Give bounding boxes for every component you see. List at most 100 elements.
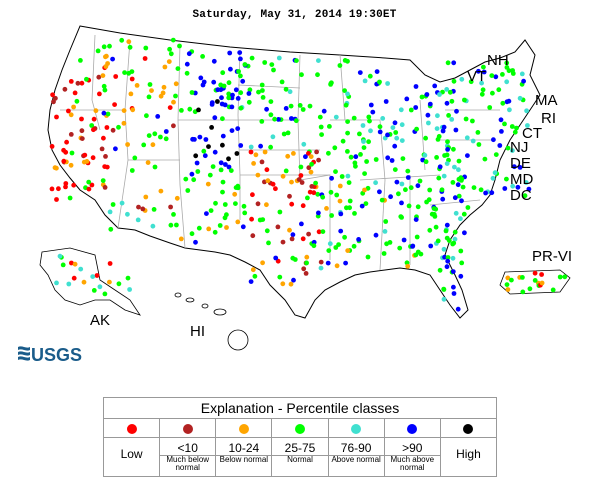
gage-dot[interactable] [269,62,275,67]
gage-dot[interactable] [427,187,433,193]
gage-dot[interactable] [326,150,331,156]
gage-dot[interactable] [71,104,76,110]
gage-dot[interactable] [271,67,276,73]
gage-dot[interactable] [283,106,289,111]
gage-dot[interactable] [219,95,224,101]
gage-dot[interactable] [224,225,229,230]
gage-dot[interactable] [408,107,414,113]
gage-dot[interactable] [329,80,334,86]
gage-dot[interactable] [451,284,456,290]
gage-dot[interactable] [333,114,339,120]
gage-dot[interactable] [404,96,410,102]
gage-dot[interactable] [204,211,209,217]
gage-dot[interactable] [493,152,499,158]
gage-dot[interactable] [389,158,395,163]
gage-dot[interactable] [336,242,341,248]
gage-dot[interactable] [195,169,201,174]
gage-dot[interactable] [502,186,508,191]
gage-dot[interactable] [171,212,176,217]
gage-dot[interactable] [451,78,457,84]
gage-dot[interactable] [270,134,276,140]
gage-dot[interactable] [353,154,359,160]
gage-dot[interactable] [318,265,324,271]
gage-dot[interactable] [255,201,261,207]
gage-dot[interactable] [394,135,400,141]
gage-dot[interactable] [116,124,121,130]
gage-dot[interactable] [479,80,484,86]
gage-dot[interactable] [223,162,228,167]
gage-dot[interactable] [108,226,114,232]
gage-dot[interactable] [397,245,403,251]
gage-dot[interactable] [86,179,92,185]
gage-dot[interactable] [505,145,511,151]
gage-dot[interactable] [287,227,292,233]
gage-dot[interactable] [441,173,447,179]
gage-dot[interactable] [303,271,309,276]
gage-dot[interactable] [413,252,419,258]
gage-dot[interactable] [451,60,457,66]
gage-dot[interactable] [249,55,255,61]
gage-dot[interactable] [419,94,425,100]
gage-dot[interactable] [301,141,307,147]
gage-dot[interactable] [398,214,404,220]
gage-dot[interactable] [459,76,465,82]
gage-dot[interactable] [54,197,59,202]
gage-dot[interactable] [171,99,176,105]
gage-dot[interactable] [365,254,371,260]
gage-dot[interactable] [456,158,462,164]
gage-dot[interactable] [351,115,357,121]
gage-dot[interactable] [51,99,56,105]
gage-dot[interactable] [66,281,72,287]
gage-dot[interactable] [453,127,459,133]
gage-dot[interactable] [498,117,504,123]
gage-dot[interactable] [526,186,532,192]
gage-dot[interactable] [242,62,248,67]
gage-dot[interactable] [291,277,296,283]
gage-dot[interactable] [415,183,421,189]
gage-dot[interactable] [119,37,125,43]
gage-dot[interactable] [504,282,510,287]
gage-dot[interactable] [147,82,153,87]
gage-dot[interactable] [367,73,373,79]
gage-dot[interactable] [173,93,178,99]
gage-dot[interactable] [440,196,446,202]
gage-dot[interactable] [424,199,429,205]
gage-dot[interactable] [306,231,311,237]
gage-dot[interactable] [285,130,291,136]
gage-dot[interactable] [220,133,226,139]
gage-dot[interactable] [136,204,141,210]
gage-dot[interactable] [309,161,314,167]
gage-dot[interactable] [334,192,340,198]
gage-dot[interactable] [74,98,80,104]
gage-dot[interactable] [500,100,506,106]
gage-dot[interactable] [390,125,396,130]
gage-dot[interactable] [539,272,544,277]
gage-dot[interactable] [266,240,271,246]
gage-dot[interactable] [201,148,207,154]
gage-dot[interactable] [113,74,119,79]
gage-dot[interactable] [143,45,149,51]
usgs-logo[interactable]: USGS [16,343,92,365]
gage-dot[interactable] [344,205,349,211]
gage-dot[interactable] [311,243,317,249]
gage-dot[interactable] [212,115,218,121]
gage-dot[interactable] [101,83,107,89]
gage-dot[interactable] [265,178,271,184]
gage-dot[interactable] [523,180,529,185]
gage-dot[interactable] [510,148,515,154]
gage-dot[interactable] [403,187,408,193]
gage-dot[interactable] [206,144,211,150]
gage-dot[interactable] [60,262,66,268]
gage-dot[interactable] [103,64,109,69]
gage-dot[interactable] [292,257,298,262]
gage-dot[interactable] [163,129,169,134]
gage-dot[interactable] [242,210,248,216]
gage-dot[interactable] [264,167,270,173]
gage-dot[interactable] [89,123,95,128]
gage-dot[interactable] [90,155,96,161]
gage-dot[interactable] [368,128,373,134]
gage-dot[interactable] [102,291,108,297]
gage-dot[interactable] [68,162,74,168]
gage-dot[interactable] [324,206,329,211]
gage-dot[interactable] [387,240,393,245]
